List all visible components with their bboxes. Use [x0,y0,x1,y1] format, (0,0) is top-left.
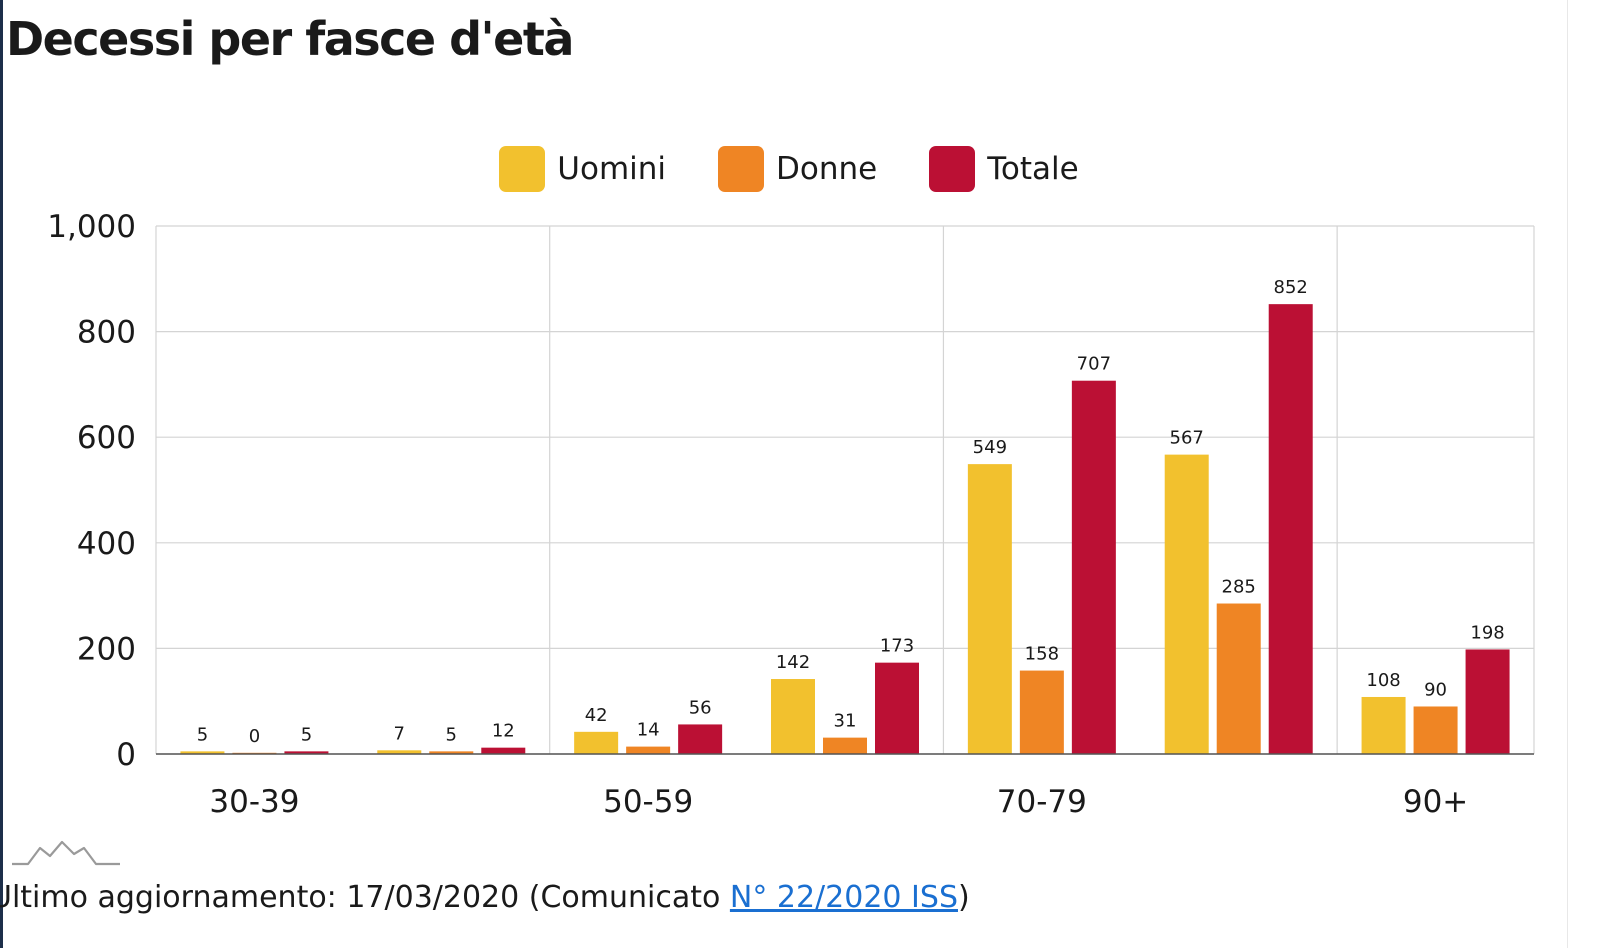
x-tick-label: 70-79 [997,784,1087,820]
legend-swatch-donne [718,146,765,192]
legend-label-totale: Totale [987,151,1079,187]
bar-chart: 0 200 400 600 800 1,000 5 0 5 7 5 12 42 14 56 142 31 173 5… [47,209,1535,820]
data-label: 90 [1424,679,1447,700]
bar-uomini-40-49 [377,750,422,754]
x-tick-label: 90+ [1403,784,1468,820]
bar-uomini-50-59 [574,731,619,754]
bar-totale-40-49 [481,747,526,754]
y-tick-label: 600 [77,420,136,456]
window-right-edge [1567,0,1604,948]
y-tick-label: 0 [116,737,136,773]
data-label: 12 [492,721,515,742]
footer-suffix: ) [957,880,970,915]
data-label: 142 [776,652,810,673]
legend-swatch-totale [929,146,976,192]
data-label: 173 [880,636,914,657]
legend-label-donne: Donne [776,151,878,187]
communique-link[interactable]: N° 22/2020 ISS [729,880,958,915]
data-label: 549 [973,437,1007,458]
y-tick-label: 800 [77,315,136,351]
y-tick-label: 200 [77,631,136,667]
data-label: 56 [689,697,712,718]
footer-update-note: Ultimo aggiornamento: 17/03/2020 (Comuni… [0,880,970,915]
data-label: 14 [637,720,660,741]
data-label: 7 [394,723,405,744]
data-label: 852 [1274,277,1308,298]
data-label: 285 [1222,577,1256,598]
data-label: 5 [446,724,457,745]
bar-totale-30-39 [284,751,329,754]
bar-uomini-30-39 [180,751,225,754]
legend-item-uomini[interactable]: Uomini [499,146,666,192]
bar-uomini-60-69 [771,679,815,754]
data-label: 5 [197,724,208,745]
bar-totale-70-79 [1071,380,1116,754]
bar-donne-80-89 [1216,603,1261,754]
y-tick-label: 400 [77,526,136,562]
data-label: 31 [834,711,857,732]
chart-title: Decessi per fasce d'età [6,12,574,66]
bar-donne-50-59 [626,746,671,754]
footer-text: Ultimo aggiornamento: 17/03/2020 (Comuni… [0,880,730,915]
bar-uomini-80-89 [1164,454,1209,754]
data-label: 0 [249,726,260,747]
x-tick-label: 30-39 [209,784,299,820]
window-left-edge [0,0,3,948]
data-label: 567 [1170,428,1204,449]
bar-totale-60-69 [875,662,919,754]
bar-totale-90+ [1465,649,1510,754]
bar-donne-90+ [1413,706,1458,754]
bar-donne-40-49 [429,751,474,754]
data-label: 707 [1077,354,1111,375]
bar-donne-70-79 [1019,670,1064,754]
bar-uomini-70-79 [967,464,1012,754]
mountain-logo-icon [12,840,120,866]
y-tick-label: 1,000 [47,209,136,245]
bar-totale-50-59 [678,724,723,754]
bar-donne-60-69 [823,737,867,754]
data-label: 5 [301,724,312,745]
data-label: 198 [1470,622,1504,643]
bar-uomini-90+ [1361,696,1406,754]
x-tick-label: 50-59 [603,784,693,820]
legend-item-donne[interactable]: Donne [718,146,877,192]
data-label: 42 [585,705,608,726]
legend-label-uomini: Uomini [557,151,667,187]
data-label: 158 [1025,644,1059,665]
bar-totale-80-89 [1268,304,1313,754]
data-label: 108 [1366,670,1400,691]
legend-swatch-uomini [499,146,546,192]
legend-item-totale[interactable]: Totale [929,146,1079,192]
chart-legend: Uomini Donne Totale [0,146,1568,192]
